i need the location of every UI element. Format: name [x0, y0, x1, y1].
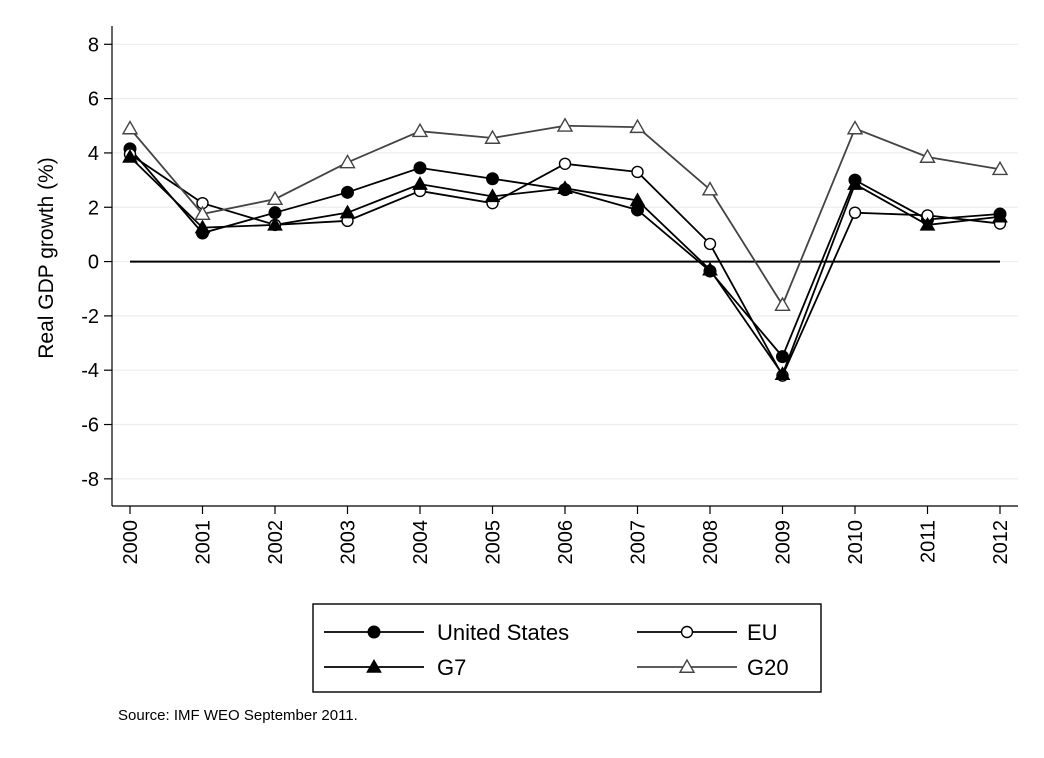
data-point — [774, 296, 791, 311]
data-point — [847, 176, 863, 190]
y-tick-label: -2 — [81, 306, 99, 328]
data-point — [703, 237, 717, 251]
data-point — [919, 148, 936, 163]
data-point — [558, 157, 572, 170]
markers-g20 — [121, 117, 1009, 311]
legend-item: G20 — [637, 655, 789, 680]
data-point — [484, 188, 501, 203]
data-point — [774, 366, 791, 381]
data-point — [339, 154, 356, 169]
x-tick-label: 2002 — [265, 520, 287, 565]
series-line — [129, 148, 1001, 359]
source-note: Source: IMF WEO September 2011. — [118, 707, 358, 724]
data-series — [121, 117, 1009, 382]
x-tick-label: 2010 — [845, 520, 867, 565]
x-tick-label: 2008 — [700, 520, 722, 565]
data-point — [339, 204, 356, 219]
data-point — [268, 206, 282, 220]
data-point — [484, 129, 501, 144]
legend-marker — [366, 658, 382, 673]
x-tick-label: 2012 — [990, 520, 1012, 565]
data-point — [412, 176, 428, 190]
x-tick-label: 2007 — [628, 520, 650, 565]
data-point — [413, 161, 427, 175]
data-point — [846, 120, 864, 135]
y-tick-label: 6 — [88, 89, 99, 111]
data-point — [631, 165, 644, 179]
x-tick-label: 2005 — [483, 520, 505, 565]
legend-label: United States — [437, 620, 569, 645]
legend-label: G7 — [437, 655, 466, 680]
y-tick-label: 2 — [88, 197, 99, 219]
y-tick-label: 0 — [88, 252, 99, 274]
data-point — [194, 219, 211, 234]
data-point — [267, 216, 283, 231]
data-point — [122, 148, 138, 163]
y-axis-title: Real GDP growth (%) — [35, 157, 58, 359]
x-tick-label: 2003 — [338, 520, 360, 565]
data-point — [919, 216, 936, 231]
y-tick-label: 4 — [88, 143, 99, 165]
markers-united-states — [123, 142, 1007, 364]
data-point — [341, 185, 354, 199]
y-tick-label: -4 — [81, 360, 99, 382]
data-point — [557, 180, 573, 194]
data-point — [848, 206, 862, 219]
x-tick-label: 2006 — [555, 520, 577, 565]
legend-item: G7 — [324, 655, 466, 680]
x-tick-label: 2009 — [773, 520, 795, 565]
axes: 8 6 4 2 0 -2 -4 -6 -8 2000 2001 2002 2003 2004 2005 200… — [81, 26, 1018, 565]
y-tick-label: -8 — [81, 469, 99, 491]
data-point — [629, 192, 646, 207]
data-point — [486, 172, 499, 186]
x-tick-label: 2004 — [410, 520, 432, 565]
legend-marker — [678, 658, 696, 673]
x-tick-label: 2000 — [120, 520, 142, 565]
legend-marker — [680, 625, 694, 639]
data-point — [121, 120, 139, 135]
legend-label: EU — [747, 620, 778, 645]
data-point — [629, 118, 646, 134]
data-point — [992, 208, 1008, 223]
legend-box — [312, 603, 822, 693]
data-point — [556, 117, 574, 132]
data-point — [194, 205, 211, 220]
data-point — [411, 122, 429, 138]
legend-marker — [367, 625, 381, 639]
y-tick-label: 8 — [88, 34, 99, 56]
markers-g7 — [122, 148, 1008, 381]
legend-item: EU — [637, 620, 778, 645]
legend: United States EU G7 G20 — [312, 603, 822, 693]
x-tick-label: 2011 — [918, 520, 940, 563]
legend-item: United States — [324, 620, 569, 645]
y-tick-label: -6 — [81, 415, 99, 437]
data-point — [991, 160, 1009, 176]
series-united-states — [129, 148, 1001, 359]
data-point — [701, 181, 719, 196]
data-point — [702, 261, 718, 276]
data-point — [266, 190, 284, 206]
x-tick-label: 2001 — [193, 520, 215, 565]
legend-label: G20 — [747, 655, 789, 680]
data-point — [776, 350, 789, 364]
